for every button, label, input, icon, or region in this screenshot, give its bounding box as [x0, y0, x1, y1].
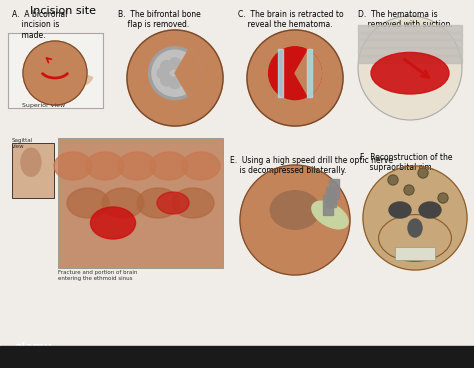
- Circle shape: [161, 74, 172, 86]
- Text: Image ID: ADTTP3: Image ID: ADTTP3: [310, 347, 367, 352]
- Ellipse shape: [408, 219, 422, 237]
- Ellipse shape: [389, 202, 411, 218]
- Wedge shape: [295, 50, 321, 96]
- Bar: [0, 346, 474, 368]
- Bar: [278, 49, 283, 97]
- Text: Incision site: Incision site: [30, 6, 96, 16]
- Circle shape: [404, 185, 414, 195]
- Ellipse shape: [21, 148, 41, 176]
- Bar: [358, 33, 462, 39]
- Circle shape: [169, 58, 181, 69]
- Circle shape: [418, 168, 428, 178]
- Circle shape: [240, 165, 350, 275]
- Circle shape: [152, 50, 198, 96]
- Ellipse shape: [270, 191, 320, 229]
- Circle shape: [23, 41, 87, 105]
- Bar: [307, 49, 312, 97]
- Text: C.  The brain is retracted to
    reveal the hematoma.: C. The brain is retracted to reveal the …: [238, 10, 344, 29]
- Ellipse shape: [102, 188, 144, 218]
- Ellipse shape: [91, 207, 136, 239]
- Ellipse shape: [150, 152, 188, 180]
- Bar: [358, 56, 462, 63]
- Bar: [358, 40, 462, 47]
- Circle shape: [363, 166, 467, 270]
- Text: E.  Using a high speed drill the optic nerve
    is decompressed bilaterally.: E. Using a high speed drill the optic ne…: [230, 156, 393, 176]
- Ellipse shape: [157, 192, 189, 214]
- Text: D.  The hematoma is
    removed with suction.: D. The hematoma is removed with suction.: [358, 10, 453, 29]
- Text: Superior view: Superior view: [22, 103, 65, 108]
- Circle shape: [438, 193, 448, 203]
- Circle shape: [161, 61, 172, 72]
- Wedge shape: [69, 73, 92, 86]
- Ellipse shape: [86, 152, 124, 180]
- Ellipse shape: [371, 52, 449, 94]
- Ellipse shape: [118, 152, 156, 180]
- Bar: [58, 138, 223, 268]
- Bar: [395, 247, 435, 260]
- Text: alamy: alamy: [15, 342, 53, 352]
- Bar: [329, 179, 339, 199]
- Text: Sagittal
view: Sagittal view: [12, 138, 33, 149]
- Circle shape: [181, 67, 193, 79]
- Circle shape: [149, 47, 201, 100]
- Circle shape: [157, 67, 169, 79]
- Text: F.  Reconstruction of the
    supraorbital rim.: F. Reconstruction of the supraorbital ri…: [360, 153, 453, 172]
- Ellipse shape: [312, 201, 348, 229]
- Bar: [358, 48, 462, 55]
- FancyArrowPatch shape: [46, 58, 51, 63]
- Circle shape: [272, 50, 318, 96]
- Text: A.  A bicoronal
    incision is
    made.: A. A bicoronal incision is made.: [12, 10, 67, 40]
- Ellipse shape: [172, 188, 214, 218]
- Text: www.alamy.com: www.alamy.com: [310, 354, 361, 359]
- Text: B.  The bifrontal bone
    flap is removed.: B. The bifrontal bone flap is removed.: [118, 10, 201, 29]
- Circle shape: [247, 30, 343, 126]
- Circle shape: [358, 16, 462, 120]
- Ellipse shape: [137, 188, 179, 218]
- Bar: [326, 187, 336, 207]
- Ellipse shape: [67, 188, 109, 218]
- Text: Fracture and portion of brain
entering the ethmoid sinus: Fracture and portion of brain entering t…: [58, 270, 137, 281]
- Circle shape: [269, 47, 321, 100]
- Ellipse shape: [419, 202, 441, 218]
- Circle shape: [169, 77, 181, 89]
- Circle shape: [178, 74, 189, 86]
- Bar: [12, 143, 54, 198]
- Circle shape: [388, 175, 398, 185]
- Ellipse shape: [54, 152, 92, 180]
- Ellipse shape: [379, 215, 451, 261]
- Bar: [358, 25, 462, 32]
- Circle shape: [127, 30, 223, 126]
- FancyArrowPatch shape: [404, 59, 428, 78]
- Ellipse shape: [182, 152, 220, 180]
- Bar: [323, 195, 333, 215]
- Bar: [8, 33, 103, 108]
- Circle shape: [178, 61, 189, 72]
- Wedge shape: [175, 50, 201, 96]
